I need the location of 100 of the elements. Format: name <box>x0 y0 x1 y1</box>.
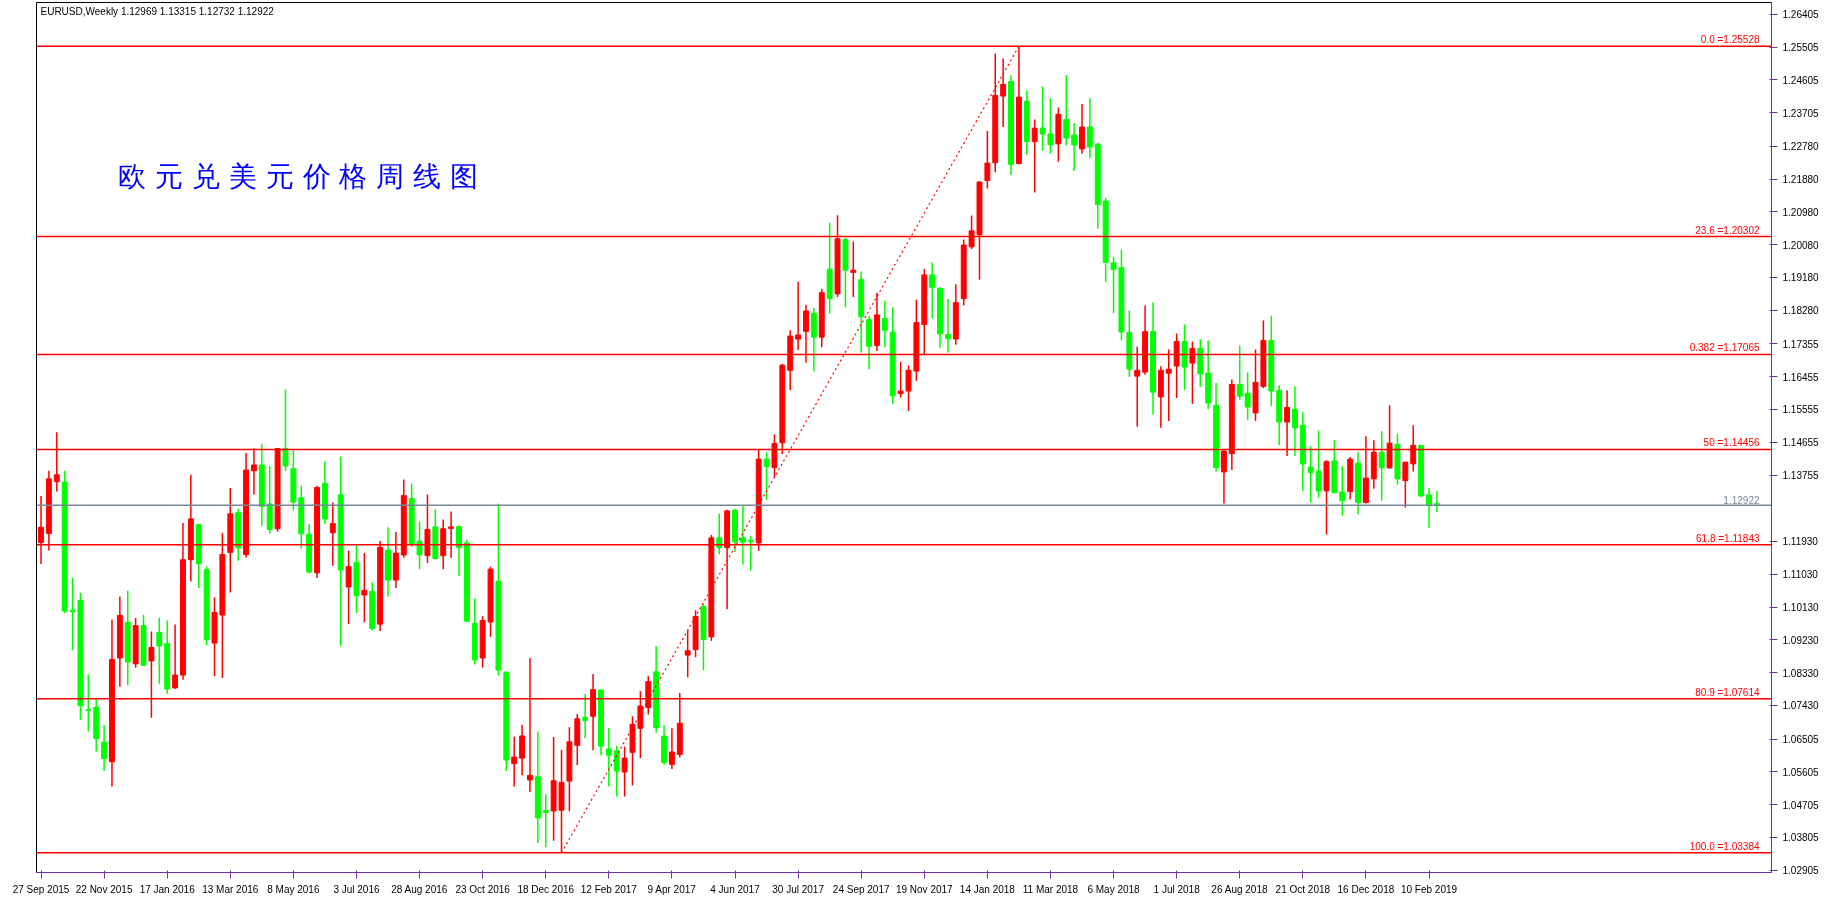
y-tick-label: 1.26405 <box>1782 9 1820 21</box>
candlestick <box>345 549 352 625</box>
candlestick <box>897 360 904 399</box>
ref-line-label: 23.6 =1.20302 <box>1695 224 1760 236</box>
y-tick-label: 1.13755 <box>1782 470 1820 482</box>
x-tick-label: 12 Feb 2017 <box>580 883 638 895</box>
x-tick-label: 14 Jan 2018 <box>959 883 1016 895</box>
candlestick <box>361 552 368 624</box>
candlestick <box>763 451 770 501</box>
candlestick <box>456 524 462 577</box>
candlestick <box>1063 74 1070 147</box>
ref-line-label: 61.8 =1.11843 <box>1696 532 1760 544</box>
candlestick <box>1039 85 1046 152</box>
candlestick <box>613 745 620 798</box>
candlestick <box>1236 344 1243 401</box>
candlestick <box>739 504 746 566</box>
candlestick <box>1079 103 1085 155</box>
x-tick-label: 18 Dec 2016 <box>517 883 575 895</box>
candlestick <box>1378 430 1385 502</box>
x-tick-label: 1 Jul 2018 <box>1153 883 1201 895</box>
ref-line-label: 1.12922 <box>1723 495 1760 507</box>
candlestick <box>156 616 163 685</box>
y-tick-label: 1.20080 <box>1782 239 1820 251</box>
candlestick <box>605 727 612 788</box>
candlestick <box>1047 97 1054 155</box>
x-tick-label: 22 Nov 2015 <box>75 883 133 895</box>
ref-line-label: 80.9 =1.07614 <box>1695 686 1760 698</box>
candlestick <box>519 723 526 777</box>
y-tick-label: 1.21880 <box>1782 174 1820 186</box>
candlestick <box>944 298 951 354</box>
y-tick-label: 1.09230 <box>1782 634 1820 646</box>
x-tick-label: 19 Nov 2017 <box>895 883 954 895</box>
ref-line-label: 50 =1.14456 <box>1703 437 1760 449</box>
ref-line-label: 0.0 =1.25528 <box>1700 34 1760 46</box>
y-tick-label: 1.15555 <box>1782 404 1820 416</box>
candlestick <box>929 261 936 320</box>
y-tick-label: 1.14655 <box>1782 437 1820 449</box>
x-tick-label: 30 Jul 2017 <box>772 883 825 895</box>
candlestick <box>621 745 628 798</box>
candlestick <box>85 673 92 733</box>
chart-title: EURUSD,Weekly 1.12969 1.13315 1.12732 1.12922 <box>40 5 275 17</box>
x-tick-label: 27 Sep 2015 <box>12 883 70 895</box>
candlestick <box>172 623 179 690</box>
x-tick-label: 9 Apr 2017 <box>647 883 697 895</box>
x-tick-label: 4 Jun 2017 <box>710 883 761 895</box>
y-tick-label: 1.11930 <box>1782 536 1819 548</box>
candlestick <box>1315 429 1322 499</box>
candlestick <box>542 793 549 849</box>
y-tick-label: 1.10130 <box>1782 602 1820 614</box>
ref-line-label: 0.382 =1.17065 <box>1689 342 1760 354</box>
y-tick-label: 1.06505 <box>1782 734 1820 746</box>
y-tick-label: 1.05605 <box>1782 766 1820 778</box>
candlestick <box>1339 465 1346 517</box>
candlestick <box>684 629 691 679</box>
y-tick-label: 1.03805 <box>1782 832 1820 844</box>
x-tick-label: 24 Sep 2017 <box>832 883 890 895</box>
candlestick <box>795 281 802 351</box>
x-tick-label: 21 Oct 2018 <box>1275 883 1331 895</box>
candlestick <box>1000 57 1007 128</box>
x-tick-label: 23 Oct 2016 <box>455 883 511 895</box>
x-tick-label: 3 Jul 2016 <box>333 883 380 895</box>
y-tick-label: 1.02905 <box>1782 865 1820 877</box>
candlestick <box>1031 118 1038 194</box>
x-tick-label: 11 Mar 2018 <box>1022 883 1079 895</box>
candlestick <box>1426 487 1432 529</box>
candlestick <box>282 388 289 472</box>
x-tick-label: 8 May 2016 <box>267 883 320 895</box>
y-tick-label: 1.17355 <box>1782 338 1820 350</box>
x-tick-label: 10 Feb 2019 <box>1400 883 1458 895</box>
candlestick <box>1402 461 1409 509</box>
candlestick <box>1086 97 1093 159</box>
candlestick <box>747 534 754 572</box>
y-tick-label: 1.22780 <box>1782 141 1820 153</box>
candlestick <box>1244 371 1251 421</box>
x-tick-label: 17 Jan 2016 <box>139 883 196 895</box>
ref-line-label: 100.0 =1.03384 <box>1689 840 1760 852</box>
candlestick <box>1307 445 1314 504</box>
y-tick-label: 1.23705 <box>1782 107 1820 119</box>
y-tick-label: 1.19180 <box>1782 272 1820 284</box>
y-tick-label: 1.18280 <box>1782 305 1820 317</box>
candlestick <box>1071 122 1078 172</box>
candlestick <box>716 512 723 555</box>
candlestick <box>668 727 675 770</box>
y-tick-label: 1.08330 <box>1782 667 1820 679</box>
candlestick <box>1291 385 1298 457</box>
y-tick-label: 1.11030 <box>1782 569 1819 581</box>
candlestick <box>511 735 518 788</box>
candlestick <box>881 300 888 349</box>
y-tick-label: 1.25505 <box>1782 42 1820 54</box>
y-tick-label: 1.16455 <box>1782 371 1820 383</box>
y-tick-label: 1.24605 <box>1782 74 1820 86</box>
y-tick-label: 1.20980 <box>1782 206 1820 218</box>
candlestick <box>582 693 589 739</box>
candlestick <box>101 724 108 772</box>
candlestick <box>850 240 857 298</box>
x-tick-label: 28 Aug 2016 <box>391 883 448 895</box>
y-tick-label: 1.07430 <box>1782 700 1820 712</box>
x-tick-label: 13 Mar 2016 <box>202 883 259 895</box>
x-tick-label: 6 May 2018 <box>1087 883 1141 895</box>
x-tick-label: 16 Dec 2018 <box>1337 883 1395 895</box>
